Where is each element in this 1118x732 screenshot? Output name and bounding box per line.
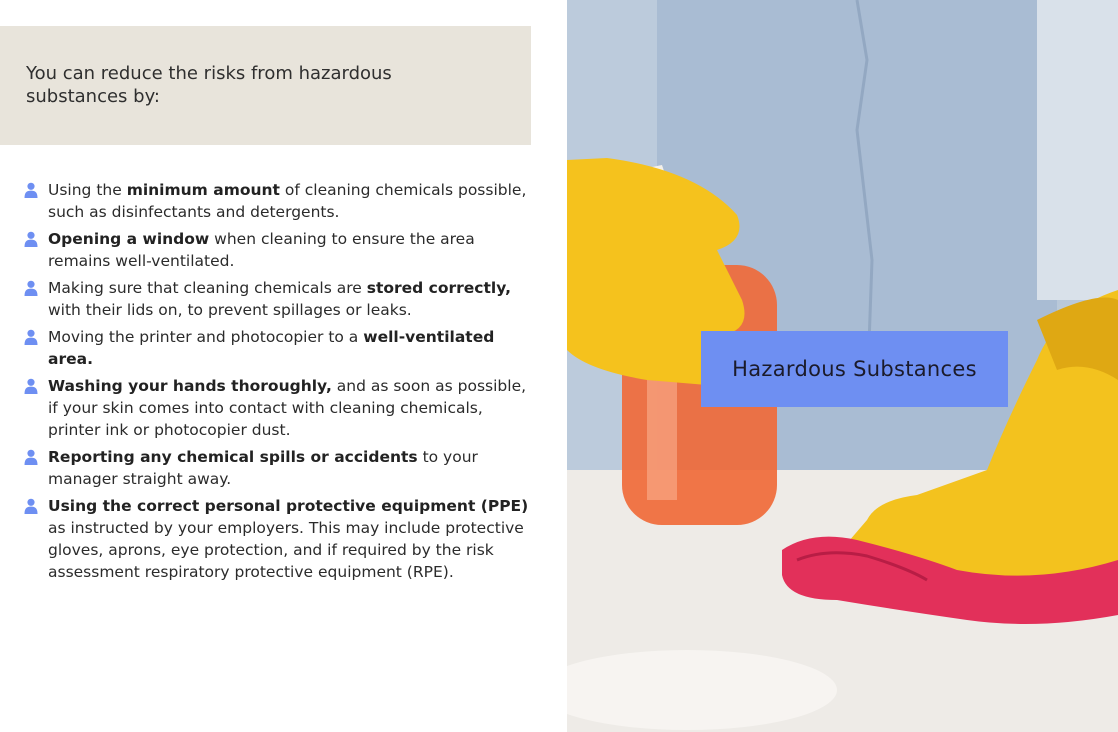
cleaning-photo	[567, 0, 1118, 732]
item-text: Moving the printer and photocopier to a …	[48, 328, 495, 368]
person-icon	[24, 449, 38, 465]
intro-text: You can reduce the risks from hazardous …	[26, 63, 392, 107]
item-text: Washing your hands thoroughly, and as so…	[48, 377, 527, 439]
list-item: Opening a window when cleaning to ensure…	[22, 228, 532, 272]
risk-list: Using the minimum amount of cleaning che…	[22, 179, 532, 588]
list-item: Making sure that cleaning chemicals are …	[22, 277, 532, 321]
item-text: Opening a window when cleaning to ensure…	[48, 230, 475, 270]
list-item: Moving the printer and photocopier to a …	[22, 326, 532, 370]
item-text: Using the correct personal protective eq…	[48, 497, 529, 581]
person-icon	[24, 498, 38, 514]
person-icon	[24, 329, 38, 345]
item-text: Using the minimum amount of cleaning che…	[48, 181, 527, 221]
image-caption: Hazardous Substances	[732, 357, 977, 381]
list-item: Using the minimum amount of cleaning che…	[22, 179, 532, 223]
person-icon	[24, 182, 38, 198]
item-text: Making sure that cleaning chemicals are …	[48, 279, 512, 319]
item-text: Reporting any chemical spills or acciden…	[48, 448, 478, 488]
list-item: Washing your hands thoroughly, and as so…	[22, 375, 532, 441]
image-caption-box: Hazardous Substances	[701, 331, 1008, 407]
list-item: Using the correct personal protective eq…	[22, 495, 532, 583]
list-item: Reporting any chemical spills or acciden…	[22, 446, 532, 490]
person-icon	[24, 280, 38, 296]
person-icon	[24, 378, 38, 394]
cleaning-scene-illustration	[567, 0, 1118, 732]
intro-panel: You can reduce the risks from hazardous …	[0, 26, 531, 145]
person-icon	[24, 231, 38, 247]
